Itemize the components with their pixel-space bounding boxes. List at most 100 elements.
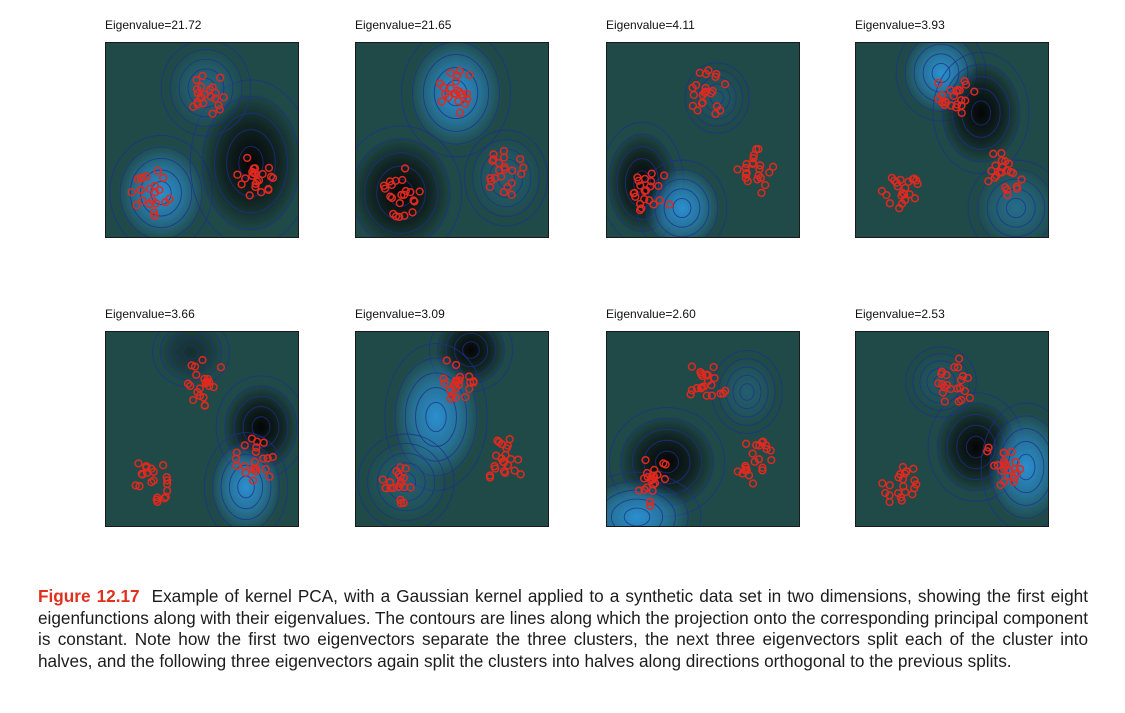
data-point: [385, 478, 394, 487]
data-point: [646, 177, 656, 186]
data-point: [252, 467, 261, 476]
data-point: [709, 362, 718, 372]
eigenfunction-plot: [855, 42, 1049, 238]
data-point: [516, 154, 525, 164]
data-point: [649, 480, 658, 489]
data-point: [216, 363, 226, 372]
data-point: [741, 466, 750, 475]
data-point: [957, 96, 966, 105]
contour-line: [182, 344, 200, 360]
contour-line: [663, 188, 701, 228]
data-point: [254, 176, 264, 185]
data-point: [247, 434, 257, 443]
data-point: [264, 163, 274, 173]
contour-line: [201, 96, 298, 230]
data-point: [265, 472, 274, 481]
contour-line: [645, 169, 719, 237]
data-point: [942, 380, 952, 390]
data-point: [153, 166, 162, 175]
data-point: [186, 381, 195, 391]
data-point: [899, 190, 909, 199]
data-point: [897, 199, 907, 208]
contour-line: [1005, 197, 1027, 219]
data-point: [200, 90, 209, 99]
data-point: [912, 176, 921, 185]
data-point: [701, 69, 711, 79]
data-point: [990, 461, 999, 470]
data-point: [386, 483, 395, 493]
data-point: [748, 449, 757, 458]
data-point: [462, 89, 472, 98]
contour-line: [942, 63, 1020, 163]
data-point: [938, 388, 948, 397]
data-point: [649, 200, 658, 209]
data-point: [956, 376, 966, 385]
contour-line: [607, 489, 676, 526]
data-point: [909, 174, 919, 183]
data-point: [761, 180, 770, 190]
data-point: [397, 190, 406, 200]
data-point: [748, 479, 758, 488]
data-point: [711, 109, 720, 119]
data-point: [698, 98, 707, 107]
data-point: [702, 371, 712, 380]
data-point: [955, 86, 964, 95]
data-point: [503, 461, 513, 470]
data-point: [707, 391, 717, 400]
data-point: [1007, 447, 1016, 457]
data-point: [203, 377, 212, 386]
data-point: [1006, 167, 1016, 177]
contour-line: [357, 433, 455, 526]
data-point: [256, 188, 266, 197]
data-point: [665, 200, 674, 209]
data-point: [912, 480, 921, 489]
data-point: [653, 470, 662, 479]
eigenfunction-blob: [117, 144, 205, 237]
data-point: [158, 461, 168, 470]
data-point: [648, 474, 657, 483]
data-point: [881, 488, 890, 498]
data-point: [741, 173, 751, 183]
data-point: [451, 393, 460, 402]
data-point: [910, 194, 920, 203]
data-point: [245, 191, 254, 200]
data-point: [766, 446, 775, 455]
data-point: [754, 455, 764, 464]
data-point: [497, 439, 506, 449]
data-point: [131, 481, 140, 490]
data-point: [983, 447, 992, 456]
data-point: [261, 464, 270, 474]
eigenfunction-plot: [355, 42, 549, 238]
data-point: [941, 97, 950, 107]
data-point: [463, 94, 472, 104]
data-point: [401, 464, 410, 473]
data-point: [999, 448, 1008, 457]
data-point: [955, 384, 965, 393]
data-point: [706, 89, 716, 98]
data-point: [954, 397, 963, 406]
contour-line: [961, 88, 1001, 138]
data-point: [1015, 464, 1025, 474]
data-point: [215, 105, 224, 114]
data-point: [458, 90, 467, 99]
data-point: [465, 70, 474, 80]
data-point: [877, 186, 887, 196]
contour-line: [684, 62, 750, 134]
data-point: [937, 369, 946, 378]
data-point: [997, 149, 1006, 158]
data-point: [195, 391, 205, 400]
data-point: [150, 188, 160, 197]
data-point: [765, 168, 774, 177]
data-point: [896, 493, 906, 502]
contour-line: [364, 152, 438, 234]
data-point: [147, 464, 156, 473]
data-point: [449, 381, 459, 390]
contour-line: [931, 62, 951, 84]
data-point: [415, 187, 424, 196]
data-point: [712, 102, 722, 111]
data-point: [232, 448, 241, 457]
data-point: [410, 197, 419, 206]
data-point: [756, 161, 765, 170]
data-point: [635, 205, 645, 215]
data-point: [970, 87, 979, 96]
